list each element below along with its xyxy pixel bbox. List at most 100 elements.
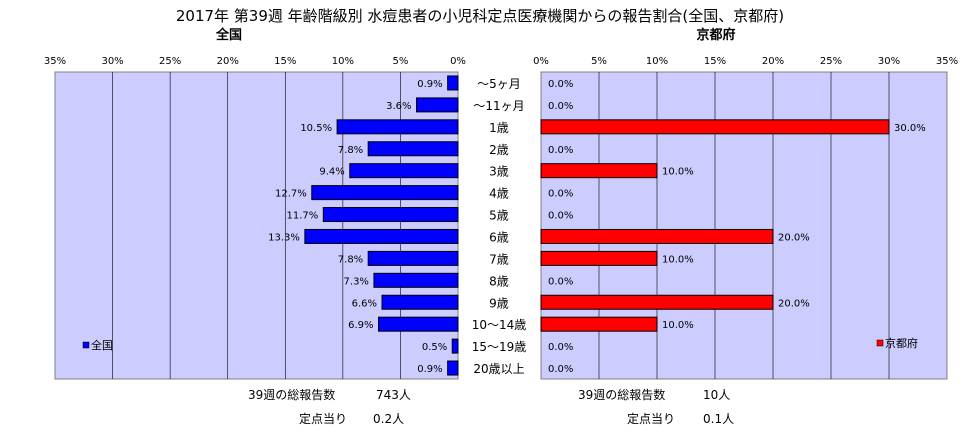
category-label: 2歳 — [489, 143, 509, 157]
category-label: 5歳 — [489, 209, 509, 223]
x-tick-label-kyoto: 20% — [762, 56, 784, 67]
data-label-kyoto: 0.0% — [548, 189, 573, 200]
x-tick-label-national: 10% — [332, 56, 354, 67]
bar-national — [381, 294, 459, 310]
bar-kyoto — [540, 163, 658, 179]
data-label-kyoto: 0.0% — [548, 342, 573, 353]
legend-kyoto: 京都府 — [876, 336, 918, 350]
footer-kyoto-per-value: 0.1人 — [703, 412, 735, 426]
panel-title-kyoto: 京都府 — [696, 27, 735, 43]
data-label-national: 13.3% — [268, 232, 300, 243]
x-tick-label-national: 15% — [274, 56, 296, 67]
category-label: 7歳 — [489, 252, 509, 266]
bar-national — [451, 338, 459, 354]
legend-label-national: 全国 — [91, 338, 113, 352]
x-tick-label-kyoto: 10% — [646, 56, 668, 67]
data-label-national: 7.8% — [338, 254, 363, 265]
chart-title: 2017年 第39週 年齢階級別 水痘患者の小児科定点医療機関からの報告割合(全… — [176, 7, 784, 25]
bar-national — [349, 163, 459, 179]
category-label: 8歳 — [489, 274, 509, 288]
data-label-national: 0.9% — [417, 79, 442, 90]
data-label-kyoto: 30.0% — [894, 123, 926, 134]
x-tick-label-kyoto: 35% — [936, 56, 958, 67]
data-label-national: 6.6% — [352, 298, 377, 309]
bar-national — [447, 360, 459, 376]
data-label-kyoto: 0.0% — [548, 364, 573, 375]
bar-national — [322, 207, 459, 223]
footer-kyoto-total-label: 39週の総報告数 — [578, 388, 666, 402]
plot-area-national — [54, 71, 459, 380]
bar-national — [367, 250, 459, 266]
data-label-kyoto: 0.0% — [548, 79, 573, 90]
x-tick-label-national: 35% — [44, 56, 66, 67]
bar-kyoto — [540, 316, 658, 332]
data-label-kyoto: 10.0% — [662, 320, 694, 331]
x-tick-label-national: 25% — [159, 56, 181, 67]
bar-national — [311, 185, 459, 201]
x-tick-label-kyoto: 15% — [704, 56, 726, 67]
bar-national — [416, 97, 459, 113]
data-label-kyoto: 0.0% — [548, 145, 573, 156]
legend-national: 全国 — [82, 338, 113, 352]
x-tick-label-kyoto: 30% — [878, 56, 900, 67]
data-label-national: 10.5% — [300, 123, 332, 134]
data-label-national: 7.8% — [338, 145, 363, 156]
data-label-national: 9.4% — [319, 167, 344, 178]
data-labels-kyoto: 0.0% 0.0% 30.0% 0.0% 10.0% 0.0% 0.0% 20.0% 10.0%… — [548, 79, 926, 375]
data-label-kyoto: 10.0% — [662, 254, 694, 265]
footer-national-per-label: 定点当り — [299, 412, 348, 426]
data-label-kyoto: 10.0% — [662, 167, 694, 178]
category-label: ～5ヶ月 — [477, 77, 521, 91]
category-label: 3歳 — [489, 165, 509, 179]
bar-kyoto — [540, 294, 774, 310]
data-label-national: 11.7% — [287, 211, 319, 222]
x-tick-label-kyoto: 5% — [591, 56, 607, 67]
category-label: 20歳以上 — [473, 362, 524, 376]
bar-kyoto — [540, 250, 658, 266]
category-label: 10～14歳 — [472, 318, 527, 332]
x-tick-label-national: 30% — [101, 56, 123, 67]
footer-national-total-value: 743人 — [376, 388, 411, 402]
data-label-national: 3.6% — [386, 101, 411, 112]
bar-kyoto — [540, 119, 890, 135]
data-label-national: 7.3% — [344, 276, 369, 287]
data-label-kyoto: 0.0% — [548, 276, 573, 287]
bar-national — [373, 272, 459, 288]
footer-national-per-value: 0.2人 — [373, 412, 405, 426]
panel-title-national: 全国 — [215, 27, 242, 43]
data-label-national: 6.9% — [348, 320, 373, 331]
x-tick-label-national: 5% — [392, 56, 408, 67]
x-ticks-national: 0% 5% 10% 15% 20% 25% 30% 35% — [44, 56, 466, 67]
bar-kyoto — [540, 228, 774, 244]
data-label-kyoto: 20.0% — [778, 232, 810, 243]
category-label: 6歳 — [489, 230, 509, 244]
data-label-kyoto: 20.0% — [778, 298, 810, 309]
category-label: 15～19歳 — [472, 340, 527, 354]
category-label: 4歳 — [489, 187, 509, 201]
footer-kyoto-per-label: 定点当り — [627, 412, 676, 426]
bars-national — [304, 75, 459, 376]
category-label: ～11ヶ月 — [473, 99, 524, 113]
legend-swatch-kyoto — [876, 339, 884, 347]
bar-national — [367, 141, 459, 157]
bar-national — [304, 228, 459, 244]
data-label-kyoto: 0.0% — [548, 101, 573, 112]
category-label: 1歳 — [489, 121, 509, 135]
bar-national — [336, 119, 459, 135]
bars-kyoto — [540, 119, 890, 332]
footer-kyoto-total-value: 10人 — [703, 388, 731, 402]
category-label: 9歳 — [489, 296, 509, 310]
x-tick-label-national: 0% — [450, 56, 466, 67]
legend-label-kyoto: 京都府 — [885, 336, 918, 350]
data-label-kyoto: 0.0% — [548, 211, 573, 222]
bar-national — [447, 75, 459, 91]
x-tick-label-national: 20% — [217, 56, 239, 67]
footer-national-total-label: 39週の総報告数 — [248, 388, 336, 402]
x-tick-label-kyoto: 25% — [820, 56, 842, 67]
x-tick-label-kyoto: 0% — [533, 56, 549, 67]
data-label-national: 0.9% — [417, 364, 442, 375]
data-label-national: 12.7% — [275, 189, 307, 200]
legend-swatch-national — [82, 341, 90, 349]
data-labels-national: 0.9% 3.6% 10.5% 7.8% 9.4% 12.7% 11.7% 13.3% 7.8%… — [268, 79, 447, 375]
